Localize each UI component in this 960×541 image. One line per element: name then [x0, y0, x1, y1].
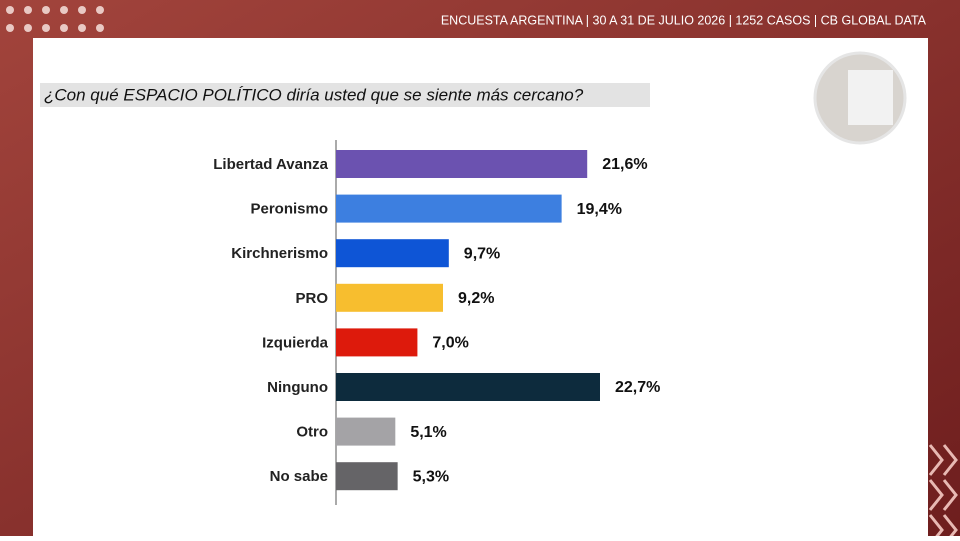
- header: ENCUESTA ARGENTINA | 30 A 31 DE JULIO 20…: [441, 13, 927, 27]
- bar: [336, 150, 588, 178]
- category-label: Kirchnerismo: [231, 245, 328, 262]
- value-label: 7,0%: [432, 335, 468, 352]
- value-label: 21,6%: [602, 156, 647, 173]
- bar: [336, 373, 600, 401]
- value-label: 5,3%: [413, 468, 449, 485]
- panel: [33, 38, 928, 536]
- plot: Libertad Avanza 21,6% Peronismo 19,4% Kirchn…: [213, 150, 660, 491]
- category-label: Izquierda: [262, 334, 329, 351]
- photo-box: [848, 70, 893, 125]
- value-label: 19,4%: [577, 201, 622, 218]
- title-box: [40, 83, 650, 107]
- category-label: Peronismo: [250, 201, 328, 218]
- category-label: Otro: [296, 424, 328, 441]
- value-label: 9,7%: [464, 245, 500, 262]
- chevrons: [928, 444, 958, 541]
- bar: [336, 417, 396, 446]
- category-label: No sabe: [270, 468, 328, 485]
- bar: [336, 283, 443, 312]
- value-label: 22,7%: [615, 379, 660, 396]
- dots: [6, 6, 104, 32]
- value-label: 5,1%: [410, 424, 446, 441]
- chart-title: ¿Con qué ESPACIO POLÍTICO diría usted qu…: [44, 85, 584, 104]
- bar: [336, 239, 449, 268]
- category-label: Libertad Avanza: [213, 156, 328, 173]
- category-label: PRO: [295, 290, 328, 307]
- category-label: Ninguno: [267, 379, 328, 396]
- bar: [336, 194, 562, 223]
- bar: [336, 462, 398, 491]
- bar: [336, 328, 418, 357]
- value-label: 9,2%: [458, 290, 494, 307]
